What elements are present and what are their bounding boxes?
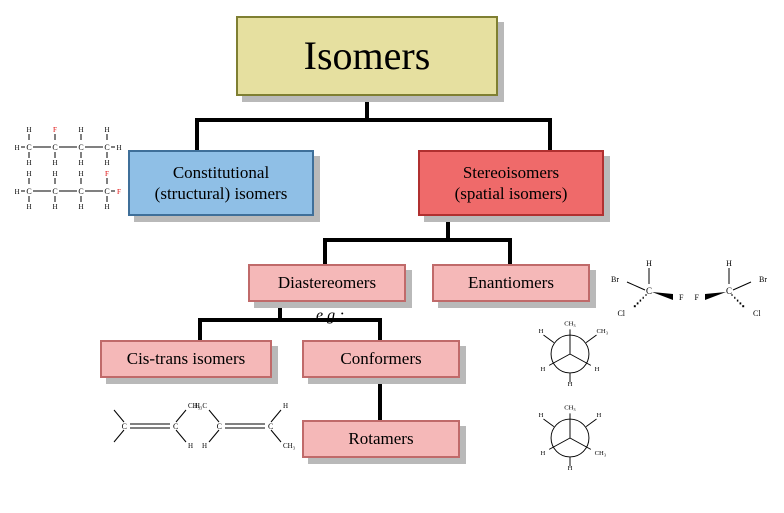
cis_trans_pair-molecule: CCH₃CHCH₃HCCH₃CHHCH₃ — [112, 386, 302, 458]
svg-text:H: H — [26, 159, 31, 167]
svg-text:F: F — [695, 293, 700, 302]
connector — [197, 120, 550, 150]
svg-text:F: F — [53, 126, 57, 134]
stereoisomers-box: Stereoisomers (spatial isomers) — [418, 150, 604, 216]
svg-text:C: C — [52, 143, 57, 152]
svg-text:C: C — [217, 422, 222, 431]
svg-text:Cl: Cl — [617, 309, 625, 318]
svg-text:H: H — [26, 170, 31, 178]
svg-text:H: H — [202, 442, 207, 450]
svg-text:C: C — [268, 422, 273, 431]
root-label: Isomers — [304, 31, 431, 81]
svg-text:CH₃: CH₃ — [564, 405, 576, 412]
enantiomer_pair-molecule: C H F Cl Br C H F Cl Br — [604, 254, 774, 326]
svg-text:H: H — [15, 188, 20, 196]
diastereomers-box: Diastereomers — [248, 264, 406, 302]
svg-text:H: H — [568, 381, 573, 388]
svg-text:H: H — [78, 203, 83, 211]
svg-text:C: C — [52, 187, 57, 196]
svg-text:F: F — [105, 170, 109, 178]
constitutional-box: Constitutional (structural) isomers — [128, 150, 314, 216]
svg-text:CH₃: CH₃ — [564, 321, 576, 328]
svg-text:H: H — [597, 412, 602, 419]
rotamers-box: Rotamers — [302, 420, 460, 458]
root-box: Isomers — [236, 16, 498, 96]
svg-text:CH₃: CH₃ — [595, 450, 607, 457]
svg-text:H: H — [541, 450, 546, 457]
svg-text:H: H — [104, 126, 109, 134]
constitutional-label: Constitutional (structural) isomers — [155, 162, 288, 205]
svg-text:Br: Br — [611, 275, 619, 284]
svg-text:H: H — [52, 159, 57, 167]
svg-text:C: C — [173, 422, 178, 431]
svg-text:H: H — [188, 442, 193, 450]
svg-text:H: H — [78, 159, 83, 167]
eg-label: e.g.: — [316, 306, 376, 330]
svg-text:H: H — [541, 366, 546, 373]
connector — [325, 240, 510, 264]
svg-text:H: H — [104, 203, 109, 211]
rotamers-label: Rotamers — [348, 428, 413, 449]
constitutional_pair-molecule: CHHCFHCHHCHHHHCHHCHHCHHCFHHF — [15, 122, 125, 220]
svg-text:C: C — [78, 143, 83, 152]
svg-text:H: H — [52, 170, 57, 178]
stereoisomers-label: Stereoisomers (spatial isomers) — [455, 162, 568, 205]
svg-text:H: H — [78, 170, 83, 178]
svg-text:H: H — [78, 126, 83, 134]
svg-text:Br: Br — [759, 275, 767, 284]
svg-text:C: C — [26, 187, 31, 196]
svg-text:C: C — [104, 143, 109, 152]
svg-text:C: C — [104, 187, 109, 196]
svg-text:C: C — [122, 422, 127, 431]
svg-text:CH₃: CH₃ — [597, 328, 609, 335]
svg-text:C: C — [726, 286, 732, 296]
cis_trans-box: Cis-trans isomers — [100, 340, 272, 378]
svg-text:CH₃: CH₃ — [283, 442, 296, 450]
eg-text: e.g.: — [316, 306, 344, 326]
svg-text:H: H — [539, 328, 544, 335]
svg-text:C: C — [78, 187, 83, 196]
svg-text:H: H — [595, 366, 600, 373]
svg-text:H: H — [116, 144, 121, 152]
cis_trans-label: Cis-trans isomers — [127, 348, 246, 369]
conformers-box: Conformers — [302, 340, 460, 378]
newman_top-molecule: CH₃ CH₃ H H H H — [530, 318, 610, 390]
svg-text:H: H — [646, 259, 652, 268]
svg-text:H: H — [568, 465, 573, 472]
svg-text:H: H — [283, 402, 288, 410]
conformers-label: Conformers — [340, 348, 421, 369]
svg-text:H₃C: H₃C — [195, 402, 207, 410]
svg-text:H: H — [104, 159, 109, 167]
svg-text:H: H — [26, 203, 31, 211]
svg-text:H: H — [539, 412, 544, 419]
svg-text:H: H — [726, 259, 732, 268]
svg-text:F: F — [117, 188, 121, 196]
svg-text:F: F — [679, 293, 684, 302]
diastereomers-label: Diastereomers — [278, 272, 376, 293]
enantiomers-box: Enantiomers — [432, 264, 590, 302]
svg-text:H: H — [52, 203, 57, 211]
enantiomers-label: Enantiomers — [468, 272, 554, 293]
svg-text:Cl: Cl — [753, 309, 761, 318]
svg-text:H: H — [15, 144, 20, 152]
svg-text:H: H — [26, 126, 31, 134]
svg-text:C: C — [646, 286, 652, 296]
newman_bottom-molecule: CH₃ H H CH₃ H H — [530, 402, 610, 474]
svg-text:C: C — [26, 143, 31, 152]
